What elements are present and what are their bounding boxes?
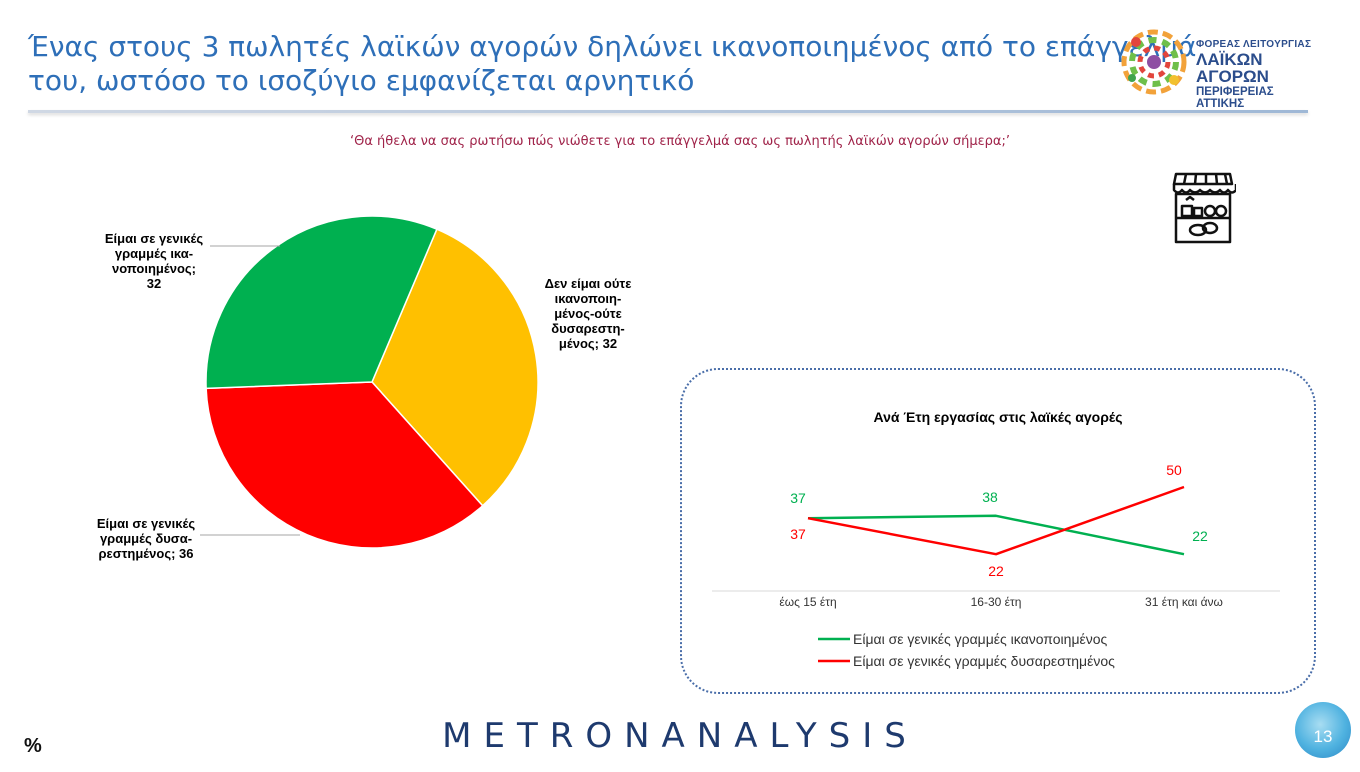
- pie-slice-label-line: γραμμές δυσα-: [99, 531, 193, 546]
- data-label: 50: [1166, 462, 1182, 478]
- pie-slice-label-line: μένος; 32: [558, 336, 618, 351]
- title-divider: [28, 110, 1308, 113]
- data-label: 37: [790, 526, 806, 542]
- line-chart-title: Ανά Έτη εργασίας στις λαϊκές αγορές: [873, 409, 1123, 425]
- pie-slice-label-line: μένος-ούτε: [554, 306, 622, 321]
- pie-slice-label-line: Δεν είμαι ούτε: [544, 276, 632, 291]
- x-tick-label: έως 15 έτη: [779, 595, 836, 609]
- pie-slice-label-line: νοποιημένος;: [112, 261, 196, 276]
- page-number: 13: [1295, 702, 1351, 758]
- legend-label-0: Είμαι σε γενικές γραμμές ικανοποιημένος: [853, 631, 1108, 647]
- logo-text-line-3: ΠΕΡΙΦΕΡΕΙΑΣ ΑΤΤΙΚΗΣ: [1196, 86, 1274, 111]
- series-line-1: [807, 485, 1185, 556]
- line-chart-panel: [680, 368, 1316, 694]
- page-title: Ένας στους 3 πωλητές λαϊκών αγορών δηλών…: [28, 30, 1197, 98]
- pie-slice-2: [205, 215, 438, 390]
- pie-slice-label-line: δυσαρεστη-: [551, 321, 625, 336]
- market-stall-icon: [1172, 172, 1236, 244]
- page-title-line-1: Ένας στους 3 πωλητές λαϊκών αγορών δηλών…: [28, 30, 1197, 63]
- x-tick-label: 31 έτη και άνω: [1145, 595, 1223, 609]
- data-label: 38: [982, 489, 998, 505]
- unit-label: %: [24, 735, 42, 757]
- pie-slice-label-line: Είμαι σε γενικές: [104, 231, 204, 246]
- pie-slice-label-1: Είμαι σε γενικές γραμμές δυσα-ρεστημένος;…: [76, 516, 216, 561]
- survey-question: ‘Θα ήθελα να σας ρωτήσω πώς νιώθετε για …: [349, 134, 1011, 149]
- legend-label-1: Είμαι σε γενικές γραμμές δυσαρεστημένος: [853, 653, 1115, 669]
- pie-slice-label-line: γραμμές ικα-: [114, 246, 194, 261]
- logo-text-line-2: ΛΑΪΚΩΝ ΑΓΟΡΩΝ: [1196, 49, 1269, 87]
- x-tick-label: 16-30 έτη: [971, 595, 1022, 609]
- data-label: 37: [790, 490, 806, 506]
- pie-slice-label-2: Είμαι σε γενικές γραμμές ικα-νοποιημένος;…: [84, 231, 224, 291]
- pie-slice-label-0: Δεν είμαι ούτε ικανοποιη-μένος-ούτε δυσαρε…: [522, 276, 654, 351]
- logo-text: ΦΟΡΕΑΣ ΛΕΙΤΟΥΡΓΙΑΣ ΛΑΪΚΩΝ ΑΓΟΡΩΝ ΠΕΡΙΦΕΡ…: [1196, 39, 1318, 111]
- logo-text-line-1: ΦΟΡΕΑΣ ΛΕΙΤΟΥΡΓΙΑΣ: [1196, 39, 1312, 50]
- pie-slice-0: [371, 228, 539, 507]
- page-title-line-2: του, ωστόσο το ισοζύγιο εμφανίζεται αρνη…: [28, 64, 695, 97]
- organization-logo: ΦΟΡΕΑΣ ΛΕΙΤΟΥΡΓΙΑΣ ΛΑΪΚΩΝ ΑΓΟΡΩΝ ΠΕΡΙΦΕΡ…: [1118, 26, 1318, 110]
- pie-slice-label-line: ρεστημένος; 36: [98, 546, 194, 561]
- pie-slice-1: [205, 381, 484, 549]
- brand-wordmark: METRONANALYSIS: [0, 716, 1360, 756]
- series-line-0: [807, 514, 1185, 556]
- pie-slice-label-line: Είμαι σε γενικές: [96, 516, 196, 531]
- brand-wordmark-text: METRONANALYSIS: [442, 716, 918, 756]
- produce-wreath-icon: [1121, 29, 1187, 95]
- data-label: 22: [988, 563, 1004, 579]
- pie-slice-label-line: 32: [146, 276, 162, 291]
- data-label: 22: [1192, 528, 1208, 544]
- pie-slice-label-line: ικανοποιη-: [554, 291, 622, 306]
